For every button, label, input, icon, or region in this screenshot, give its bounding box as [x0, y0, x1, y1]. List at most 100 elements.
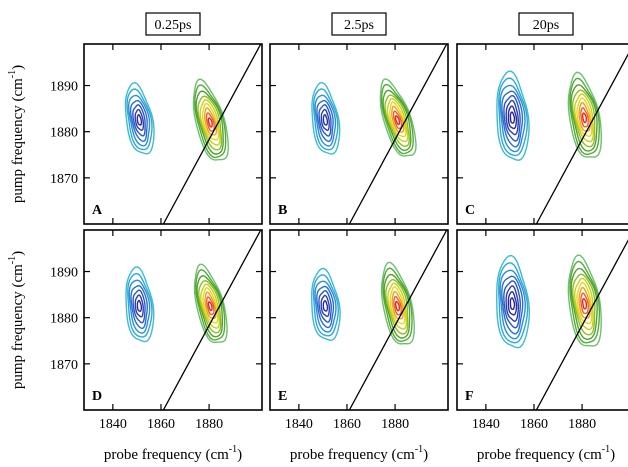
contour-line [192, 78, 229, 161]
contour-line [581, 297, 588, 310]
column-titles: 0.25ps 2.5ps 20ps [145, 12, 574, 36]
panel-letter: D [92, 389, 102, 404]
ticks [270, 230, 448, 410]
panel-frame [269, 43, 449, 225]
contour-line [505, 99, 519, 136]
contour-line [322, 300, 329, 312]
y-tick-label: 1880 [50, 126, 78, 141]
contour-line [130, 284, 148, 330]
contour-line [128, 279, 151, 334]
contour-line [200, 283, 221, 329]
contour-line [202, 286, 219, 324]
column-title-text: 0.25ps [155, 18, 192, 33]
contour-line [505, 285, 520, 322]
y-tick-label: 1890 [50, 80, 78, 95]
negative-peak-contours [311, 81, 341, 155]
column-title-2: 2.5ps [331, 12, 387, 36]
ticks [84, 44, 262, 224]
contour-line [393, 295, 402, 316]
contour-line [496, 70, 530, 161]
diagonal-line [535, 53, 628, 224]
positive-peak-contours [192, 78, 229, 161]
contour-line [197, 95, 223, 151]
contour-line [498, 77, 529, 157]
y-axis-label: pump frequency (cm-1) [7, 251, 26, 389]
column-title-box [145, 12, 201, 36]
contour-line [196, 275, 223, 338]
negative-peak-contours [496, 70, 530, 161]
contour-line [127, 272, 153, 338]
plot-area [496, 53, 628, 224]
contour-line [382, 267, 413, 343]
contour-line [503, 95, 521, 142]
x-tick-label: 1840 [99, 417, 127, 432]
contour-line [134, 108, 145, 132]
panel-frame [456, 229, 628, 411]
contour-line [581, 112, 587, 124]
contour-line [132, 289, 146, 324]
panel-letter: A [92, 203, 103, 218]
contour-line [576, 97, 593, 137]
contour-line [312, 274, 340, 337]
y-tick-label: 1880 [50, 312, 78, 327]
contour-line [578, 286, 591, 319]
contour-line [207, 301, 213, 312]
plot-area [125, 230, 262, 410]
ticks [270, 44, 448, 224]
negative-peak-contours [125, 266, 155, 343]
diagonal-line [162, 44, 262, 224]
contour-line [379, 78, 417, 157]
positive-peak-contours [379, 78, 417, 157]
diagonal-line [162, 230, 262, 410]
panel-f: 1840 1860 1880 F [456, 229, 628, 432]
y-tick-label: 1870 [50, 172, 78, 187]
x-tick-label: 1880 [568, 417, 596, 432]
contour-line [320, 108, 330, 132]
contour-line [207, 117, 213, 128]
contour-line [126, 88, 153, 151]
panel-letter: F [465, 389, 474, 404]
contour-line [124, 81, 155, 155]
contour-line [380, 83, 414, 155]
contour-line [498, 262, 529, 344]
diagonal-line [348, 44, 448, 224]
axis-labels: pump frequency (cm-1) pump frequency (cm-… [7, 65, 615, 463]
contour-line [195, 90, 224, 155]
panel-letter: C [465, 203, 475, 218]
negative-peak-contours [496, 254, 531, 349]
contour-line [204, 291, 217, 319]
x-tick-label: 1840 [285, 417, 313, 432]
contour-line [391, 290, 404, 320]
contour-line [572, 273, 596, 336]
contour-line [569, 77, 600, 156]
contour-line [580, 292, 589, 315]
diagonal-line [348, 230, 448, 410]
positive-peak-contours [193, 263, 228, 344]
plot-area [124, 44, 262, 224]
x-tick-label: 1860 [333, 417, 361, 432]
contour-line [314, 94, 337, 147]
contour-line [503, 280, 521, 329]
contour-line [576, 281, 593, 325]
contour-line [129, 99, 148, 143]
contour-line [310, 267, 341, 341]
column-title-1: 0.25ps [145, 12, 201, 36]
contour-line [136, 299, 143, 312]
contour-line [387, 282, 408, 330]
x-tick-label: 1880 [381, 417, 409, 432]
contour-line [125, 266, 155, 343]
panel-e: 1840 1860 1880 E [269, 229, 449, 432]
contour-line [394, 115, 401, 126]
contour-line [136, 114, 143, 126]
contour-line [509, 111, 516, 124]
contour-line [385, 278, 409, 335]
contour-line [134, 294, 144, 318]
ticks [84, 230, 262, 410]
x-tick-label: 1840 [472, 417, 500, 432]
positive-peak-contours [380, 261, 415, 345]
contour-line [570, 84, 598, 152]
y-tick-label: 1890 [50, 266, 78, 281]
contour-line [501, 90, 524, 148]
panel-frame [456, 43, 628, 225]
contour-line [127, 94, 151, 147]
